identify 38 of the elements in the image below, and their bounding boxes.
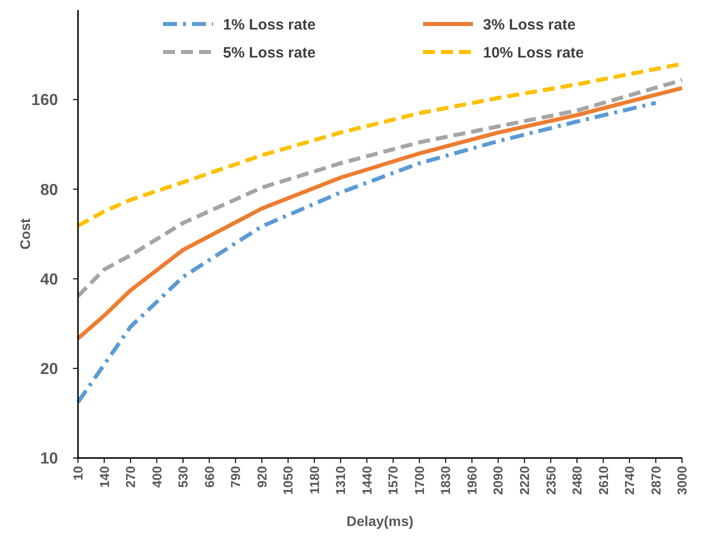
x-tick-label: 2870 (648, 466, 664, 495)
x-tick-label: 1960 (464, 466, 480, 495)
x-tick-label: 660 (202, 466, 217, 488)
line-series (76, 78, 684, 298)
x-tick-label: 2610 (596, 466, 611, 495)
x-tick-label: 10 (70, 466, 86, 480)
x-tick-label: 2740 (622, 466, 638, 495)
x-tick-label: 2090 (490, 466, 506, 495)
x-tick-label: 1050 (280, 466, 296, 495)
x-axis-title: Delay(ms) (346, 513, 414, 529)
x-tick-label: 1310 (333, 466, 348, 495)
y-axis-title: Cost (17, 218, 33, 250)
legend-label: 5% Loss rate (223, 44, 316, 62)
y-tick-label: 40 (40, 271, 58, 288)
x-tick-label: 400 (149, 466, 164, 488)
x-tick-label: 530 (176, 466, 191, 488)
legend-label: 1% Loss rate (223, 16, 316, 34)
y-tick-label: 10 (40, 450, 58, 468)
x-tick-label: 2220 (516, 466, 532, 495)
x-tick-label: 1180 (306, 466, 322, 494)
x-tick-label: 1440 (359, 466, 374, 495)
x-tick-label: 2480 (570, 466, 585, 495)
line-series (76, 86, 684, 341)
x-tick-label: 3000 (674, 466, 690, 495)
legend-label: 10% Loss rate (483, 44, 584, 62)
x-tick-label: 270 (123, 466, 138, 488)
y-tick-label: 80 (40, 182, 58, 199)
line-series (76, 100, 658, 404)
x-tick-label: 1700 (412, 466, 427, 495)
legend-label: 3% Loss rate (483, 16, 576, 34)
y-tick-label: 20 (40, 361, 58, 378)
x-tick-label: 2350 (543, 466, 558, 495)
x-tick-label: 1570 (386, 466, 401, 495)
x-tick-label: 140 (96, 466, 112, 488)
x-tick-label: 1830 (438, 466, 454, 495)
x-tick-label: 920 (254, 466, 270, 488)
x-tick-label: 790 (228, 466, 244, 488)
y-tick-label: 160 (31, 92, 58, 110)
